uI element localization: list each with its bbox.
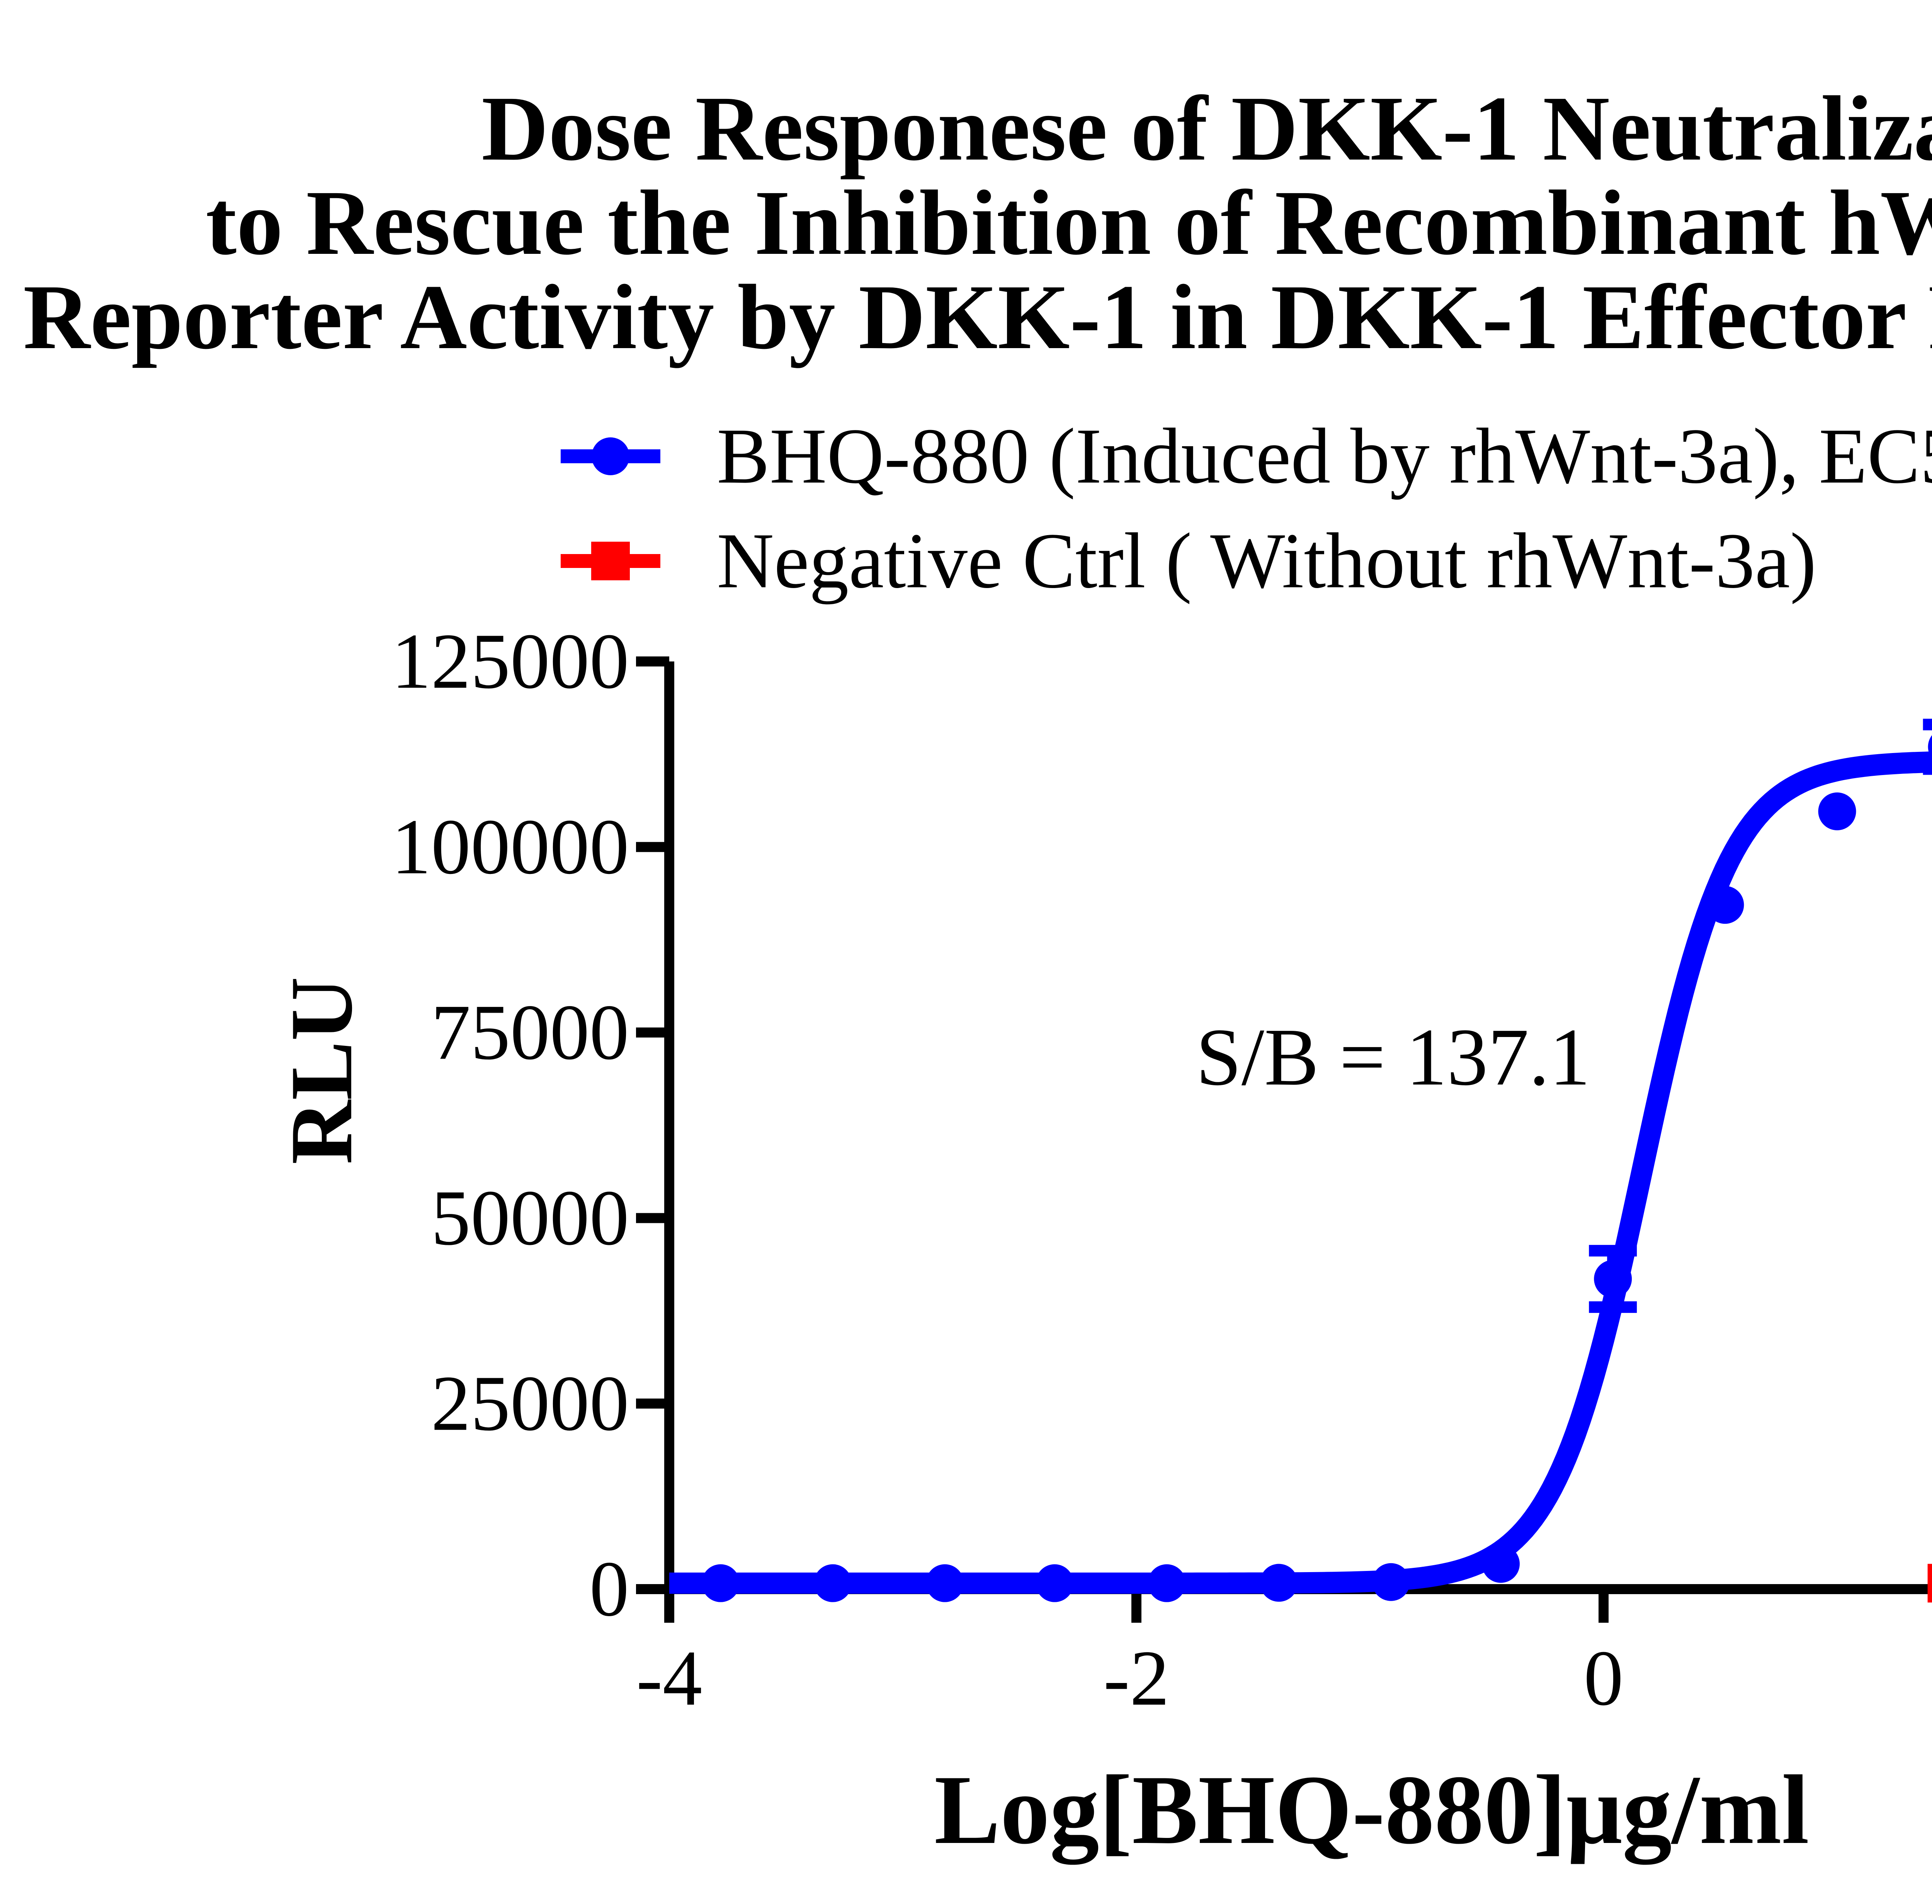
chart-title-line-2: to Rescue the Inhibition of Recombinant … <box>206 171 1932 274</box>
chart-title: Dose Responese of DKK-1 Neutralization A… <box>0 81 1932 364</box>
data-point-circle <box>1372 1563 1410 1601</box>
chart-title-line-1: Dose Responese of DKK-1 Neutralization A… <box>481 77 1932 180</box>
signal-to-background-annotation: S/B = 137.1 <box>1196 1012 1590 1102</box>
data-point-circle <box>1594 1260 1632 1298</box>
legend-circle-marker <box>592 437 629 475</box>
y-tick-label: 50000 <box>431 1174 629 1262</box>
legend-label-negative-ctrl: Negative Ctrl ( Without rhWnt-3a) <box>717 517 1816 605</box>
data-point-circle <box>1706 886 1744 924</box>
x-tick-label: -2 <box>1104 1634 1170 1722</box>
x-tick-label: 0 <box>1584 1634 1624 1722</box>
y-tick-label: 25000 <box>431 1360 629 1447</box>
data-point-circle <box>1482 1545 1520 1583</box>
legend-item-bhq880: BHQ-880 (Induced by rhWnt-3a), EC50 = 1.… <box>558 412 1932 500</box>
data-point-square <box>1927 1564 1932 1603</box>
x-axis-title: Log[BHQ-880]μg/ml <box>934 1755 1810 1865</box>
y-tick-label: 0 <box>590 1545 629 1633</box>
y-axis-title: RLU <box>272 977 371 1164</box>
data-point-circle <box>814 1564 852 1602</box>
fit-curve <box>663 751 1932 1594</box>
data-point-circle <box>1148 1564 1186 1602</box>
legend-square-marker <box>591 542 630 580</box>
data-point-circle <box>1928 735 1932 759</box>
data-point-circle <box>1818 792 1856 831</box>
y-tick-label: 75000 <box>431 988 629 1076</box>
legend-marker-square-icon <box>561 542 660 580</box>
legend-item-negative-ctrl: Negative Ctrl ( Without rhWnt-3a) <box>558 517 1816 605</box>
data-point-circle <box>701 1564 740 1602</box>
data-point-circle <box>1260 1564 1298 1602</box>
legend-marker-circle-icon <box>561 437 660 475</box>
y-tick-label: 100000 <box>391 803 629 891</box>
legend-label-bhq880: BHQ-880 (Induced by rhWnt-3a), EC50 = 1.… <box>717 412 1932 500</box>
x-tick-label: -4 <box>636 1634 702 1722</box>
data-point-circle <box>926 1564 964 1602</box>
y-tick-label: 125000 <box>391 617 629 705</box>
data-point-circle <box>1036 1564 1074 1602</box>
chart-title-line-3: Reporter Activity by DKK-1 in DKK-1 Effe… <box>23 265 1932 368</box>
